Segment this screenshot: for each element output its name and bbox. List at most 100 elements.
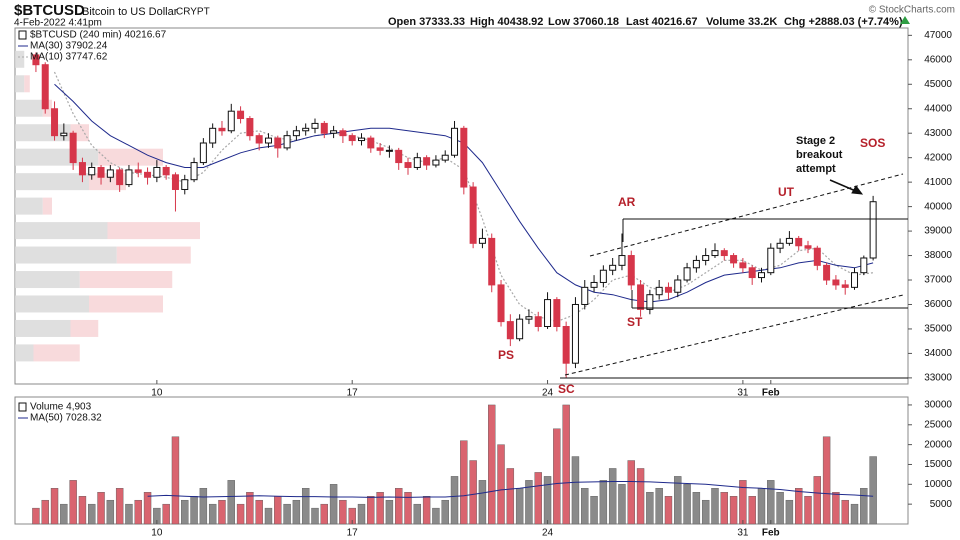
symbol: $BTCUSD (14, 2, 85, 19)
candle-body (711, 250, 719, 257)
volume-bar (395, 488, 403, 525)
volume-bar (795, 488, 803, 525)
candle-body (432, 159, 440, 166)
candle-body (851, 272, 859, 288)
volume-bar (274, 496, 282, 525)
volume-bar (720, 492, 728, 525)
candle-body (88, 166, 96, 176)
candle-body (348, 135, 356, 142)
candle-body (106, 169, 114, 178)
volume-bar (674, 476, 682, 525)
y-tick-label: 35000 (924, 324, 952, 335)
volume-bar (339, 499, 347, 525)
volume-bar (701, 499, 710, 525)
volume-by-price-bar (15, 50, 25, 68)
quote-change: Chg +2888.03 (+7.74%) (784, 16, 903, 28)
exchange: CRYPT (176, 7, 210, 18)
volume-bar (125, 503, 133, 525)
candle-body (627, 255, 635, 286)
volume-bar (860, 488, 868, 525)
candle-body (841, 284, 849, 288)
volume-bar (822, 436, 831, 525)
volume-bar (320, 503, 328, 525)
candle-body (562, 326, 570, 364)
volume-bar (469, 460, 477, 525)
x-tick-label: 17 (347, 528, 359, 539)
candle-body (590, 281, 598, 288)
volume-bar (729, 496, 738, 525)
volume-bar (283, 503, 291, 525)
quote-high: High 40438.92 (470, 16, 543, 28)
candle-body (69, 132, 77, 164)
candle-body (832, 279, 840, 286)
candle-body (199, 142, 207, 164)
volume-bar (162, 503, 170, 525)
y-tick-label: 44000 (924, 103, 952, 114)
volume-bar (832, 492, 840, 525)
volume-by-price-bar (107, 222, 200, 240)
candle-body (544, 299, 552, 328)
y-tick-label: 43000 (924, 128, 952, 139)
volume-by-price-bar (15, 75, 25, 93)
volume-bar (664, 496, 673, 525)
volume-bar (404, 492, 412, 525)
note: attempt (796, 163, 836, 175)
annotation: SOS (860, 136, 885, 150)
candle-body (51, 108, 59, 137)
candle-body (451, 127, 459, 156)
y-tick-label: 37000 (924, 275, 952, 286)
trend-lines (560, 173, 908, 379)
candle-body (823, 264, 831, 281)
y-tick-label: 38000 (924, 250, 952, 261)
volume-bar (441, 499, 449, 525)
volume-bar (255, 499, 263, 525)
volume-by-price-bar (15, 344, 34, 362)
volume-bar (236, 503, 245, 525)
y-tick-label: 33000 (924, 373, 952, 384)
volume-bar (97, 492, 105, 525)
y-tick-label: 36000 (924, 299, 952, 310)
candle-body (860, 257, 868, 274)
volume-bar (422, 496, 431, 525)
candle-body (246, 118, 254, 137)
candle-body (311, 122, 319, 129)
volume-bar (506, 468, 515, 525)
x-tick-label: 24 (542, 528, 554, 539)
volume-by-price-bar (15, 173, 89, 191)
volume-bar (571, 456, 580, 525)
volume-bar (376, 492, 384, 525)
candle-body (599, 269, 607, 283)
quote-open: Open 37333.33 (388, 16, 465, 28)
volume-bar (646, 492, 654, 525)
candle-body (283, 135, 291, 149)
candle-body (97, 166, 105, 178)
ma-line (147, 481, 874, 498)
volume-bar (478, 480, 487, 525)
volume-bar (301, 488, 310, 525)
x-tick-label: Feb (762, 388, 780, 399)
volume-bar (311, 507, 319, 525)
candle-body (469, 186, 477, 244)
candle-body (423, 157, 431, 166)
volume-bar (292, 499, 301, 525)
volume-bar (181, 499, 189, 525)
annotation: ST (627, 315, 643, 329)
volume-bar (78, 496, 87, 525)
volume-bar (636, 468, 645, 525)
volume-bar (841, 499, 849, 525)
volume-bar (115, 488, 124, 525)
candle-body (413, 157, 421, 168)
candle-body (460, 127, 468, 188)
candle-body (134, 169, 142, 173)
quote-volume: Volume 33.2K (706, 16, 777, 28)
volume-by-price-bar (15, 222, 108, 240)
volume-bar (850, 503, 859, 525)
volume-bar (246, 492, 254, 525)
volume-bar (692, 492, 701, 525)
volume-by-price-bar (98, 148, 163, 166)
candle-body (534, 316, 542, 328)
volume-bar (264, 507, 273, 525)
volume-bar (553, 428, 561, 525)
volume-by-price-bar (42, 197, 52, 215)
